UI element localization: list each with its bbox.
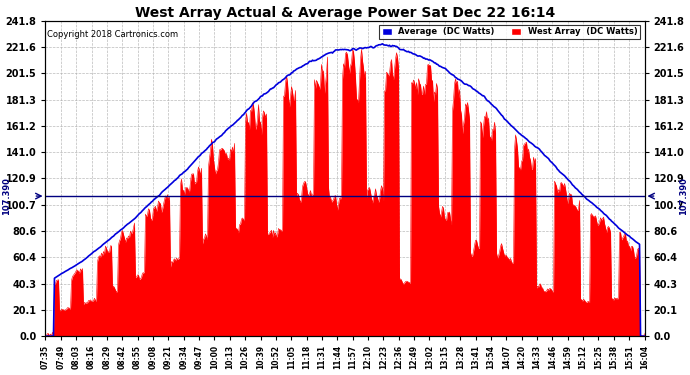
Text: 107.390: 107.390 xyxy=(679,177,688,215)
Legend: Average  (DC Watts), West Array  (DC Watts): Average (DC Watts), West Array (DC Watts… xyxy=(380,25,640,39)
Text: Copyright 2018 Cartronics.com: Copyright 2018 Cartronics.com xyxy=(47,30,178,39)
Text: 107.390: 107.390 xyxy=(2,177,11,215)
Title: West Array Actual & Average Power Sat Dec 22 16:14: West Array Actual & Average Power Sat De… xyxy=(135,6,555,20)
